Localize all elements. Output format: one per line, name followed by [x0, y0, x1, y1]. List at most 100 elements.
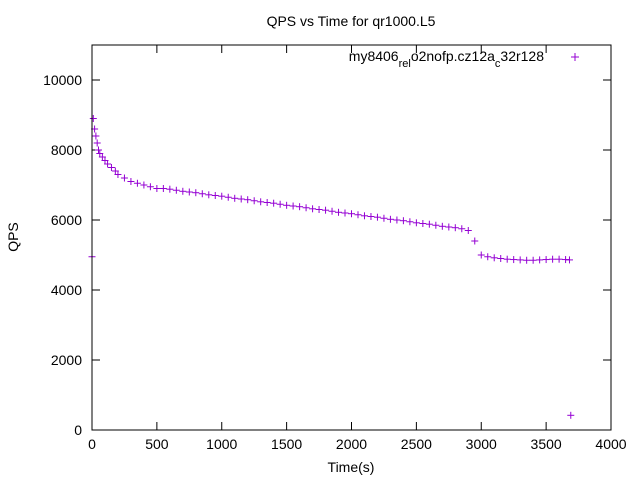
data-point [471, 237, 479, 245]
x-axis: 0 500 1000 1500 2000 2500 3000 3500 4000 [88, 45, 627, 452]
data-point [309, 205, 317, 213]
data-point [549, 255, 557, 263]
data-point [432, 221, 440, 229]
data-point [211, 192, 219, 199]
x-tick-label: 2000 [336, 436, 367, 452]
data-point [406, 218, 414, 226]
data-point [484, 253, 492, 261]
data-point [159, 185, 167, 192]
data-point [263, 199, 271, 206]
data-point [315, 206, 323, 213]
plot-frame [91, 44, 612, 431]
x-tick-label: 4000 [595, 436, 626, 452]
y-tick-label: 0 [74, 422, 82, 438]
data-point [341, 209, 349, 217]
data-point [555, 255, 563, 263]
y-tick-label: 2000 [51, 352, 82, 368]
data-point [205, 191, 213, 199]
data-point [523, 256, 531, 264]
data-point [179, 187, 187, 195]
data-point [477, 251, 485, 259]
data-point [497, 255, 505, 262]
data-point [451, 224, 459, 232]
data-point [114, 171, 122, 178]
data-point [458, 225, 466, 233]
data-point [89, 115, 97, 122]
data-point [276, 200, 284, 208]
x-tick-label: 2500 [401, 436, 432, 452]
data-point [104, 160, 112, 168]
data-point [360, 212, 368, 220]
data-point [231, 194, 239, 202]
x-tick-label: 1500 [271, 436, 302, 452]
x-tick-label: 0 [88, 436, 96, 452]
data-point [386, 215, 394, 223]
data-point [94, 146, 102, 154]
data-point [153, 185, 161, 192]
data-point [185, 188, 193, 196]
data-point [166, 185, 174, 193]
data-point [257, 198, 265, 206]
data-point [510, 256, 518, 264]
data-point [542, 256, 550, 264]
data-point [270, 199, 278, 207]
data-point [393, 216, 401, 224]
legend: my8406relo2nofp.cz12ac32r128 [349, 48, 579, 70]
chart-title: QPS vs Time for qr1000.L5 [267, 13, 436, 29]
data-point [172, 186, 180, 194]
y-tick-label: 8000 [51, 142, 82, 158]
data-point [92, 132, 100, 140]
data-point [536, 256, 544, 264]
data-point [93, 139, 101, 147]
data-point [120, 174, 128, 182]
data-point [419, 220, 427, 227]
data-point [425, 220, 433, 228]
data-point [335, 208, 343, 216]
data-point [283, 201, 291, 209]
data-point [529, 256, 537, 264]
data-point [354, 211, 362, 219]
data-point [373, 213, 381, 221]
data-point [250, 197, 258, 205]
data-point [503, 255, 511, 263]
data-point [322, 206, 330, 214]
data-point [302, 204, 310, 212]
data-points [88, 115, 575, 419]
data-point [412, 219, 420, 227]
data-point [565, 256, 573, 264]
data-point [289, 202, 297, 210]
y-tick-label: 6000 [51, 212, 82, 228]
legend-marker [571, 53, 579, 61]
legend-label: my8406relo2nofp.cz12ac32r128 [349, 48, 544, 70]
data-point [192, 189, 200, 197]
data-point [146, 183, 154, 191]
data-point [367, 213, 375, 220]
x-tick-label: 500 [145, 436, 169, 452]
data-point [198, 190, 206, 198]
data-point [464, 227, 472, 234]
data-point [133, 179, 141, 187]
data-point [328, 207, 336, 215]
y-tick-label: 4000 [51, 282, 82, 298]
data-point [438, 222, 446, 230]
data-point [380, 214, 388, 222]
data-point [567, 411, 575, 419]
y-tick-label: 10000 [43, 72, 82, 88]
data-point [224, 193, 232, 201]
y-axis-label: QPS [5, 222, 21, 252]
x-tick-label: 3000 [466, 436, 497, 452]
data-point [445, 223, 453, 231]
data-point [237, 195, 245, 203]
data-point [296, 203, 304, 211]
data-point [127, 178, 135, 185]
data-point [490, 254, 498, 262]
data-point [516, 256, 524, 264]
data-point [218, 192, 226, 200]
x-axis-label: Time(s) [328, 459, 375, 475]
x-tick-label: 3500 [531, 436, 562, 452]
data-point [140, 181, 148, 189]
data-point [244, 196, 252, 204]
data-point [107, 164, 115, 171]
data-point [348, 210, 355, 218]
